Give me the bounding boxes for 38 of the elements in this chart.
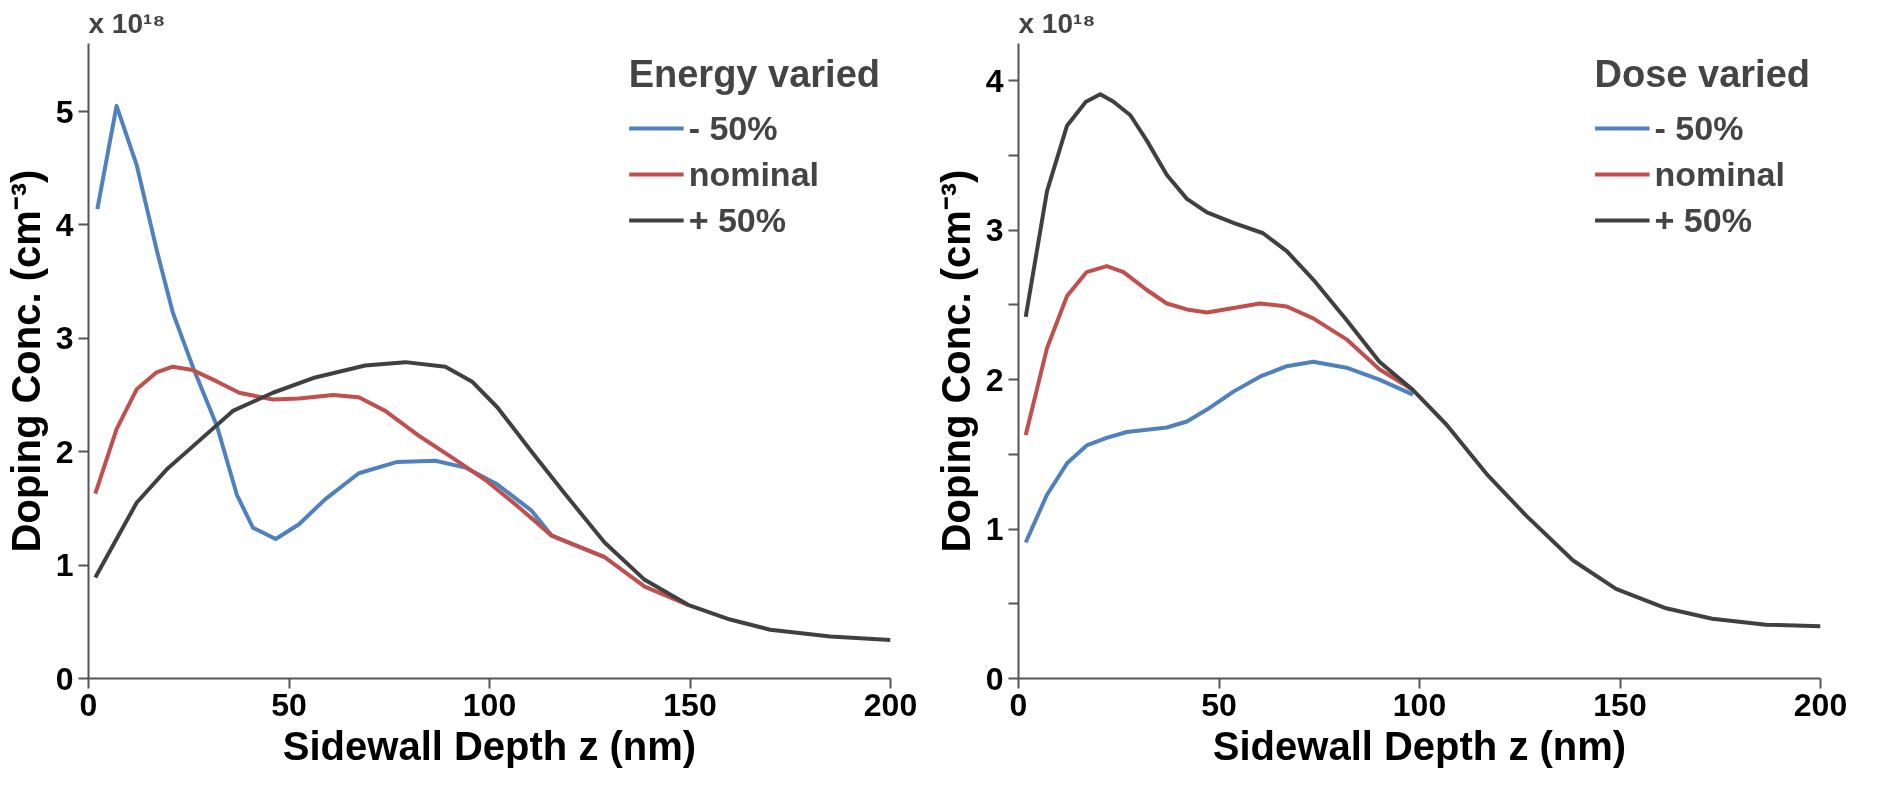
x-tick-label: 200 — [1793, 686, 1848, 723]
y-tick-label: 1 — [55, 547, 74, 584]
legend-title: Energy varied — [628, 53, 880, 96]
x-tick-label: 150 — [663, 686, 717, 723]
x-tick-label: 0 — [1009, 686, 1028, 723]
legend-title: Dose varied — [1594, 53, 1810, 96]
y-tick-label: 4 — [55, 206, 74, 243]
y-tick-label: 4 — [985, 62, 1004, 99]
y-tick-label: 5 — [55, 93, 74, 130]
x-axis-title: Sidewall Depth z (nm) — [1212, 723, 1627, 768]
y-tick-label: 1 — [985, 511, 1004, 548]
legend-label: + 50% — [1654, 200, 1752, 240]
legend-label: - 50% — [1654, 108, 1744, 148]
x-tick-label: 150 — [1593, 686, 1647, 723]
x-tick-label: 50 — [271, 686, 307, 723]
line-series — [1023, 92, 1821, 629]
x-tick-label: 100 — [1392, 686, 1447, 723]
x-tick-label: 0 — [79, 686, 98, 723]
text: x 10¹⁸ — [1018, 7, 1096, 39]
x-axis-title: Sidewall Depth z (nm) — [282, 723, 697, 768]
legend-label: nominal — [1654, 154, 1785, 194]
y-tick-label: 3 — [55, 320, 74, 357]
y-tick-label: 0 — [985, 660, 1004, 697]
text: x 10¹⁸ — [88, 7, 166, 39]
line-series — [1023, 359, 1416, 545]
y-tick-label: 2 — [985, 361, 1004, 398]
legend-label: nominal — [688, 154, 819, 194]
x-tick-label: 50 — [1201, 686, 1237, 723]
y-axis-title: Doping Conc. (cm⁻³) — [933, 169, 978, 553]
y-tick-label: 0 — [55, 660, 74, 697]
y-tick-label: 3 — [985, 212, 1004, 249]
y-tick-label: 2 — [55, 433, 74, 470]
legend-label: - 50% — [688, 108, 778, 148]
y-axis-title: Doping Conc. (cm⁻³) — [3, 169, 48, 553]
line-series — [93, 360, 891, 642]
x-tick-label: 200 — [863, 686, 918, 723]
x-tick-label: 100 — [462, 686, 517, 723]
legend-label: + 50% — [688, 200, 787, 240]
